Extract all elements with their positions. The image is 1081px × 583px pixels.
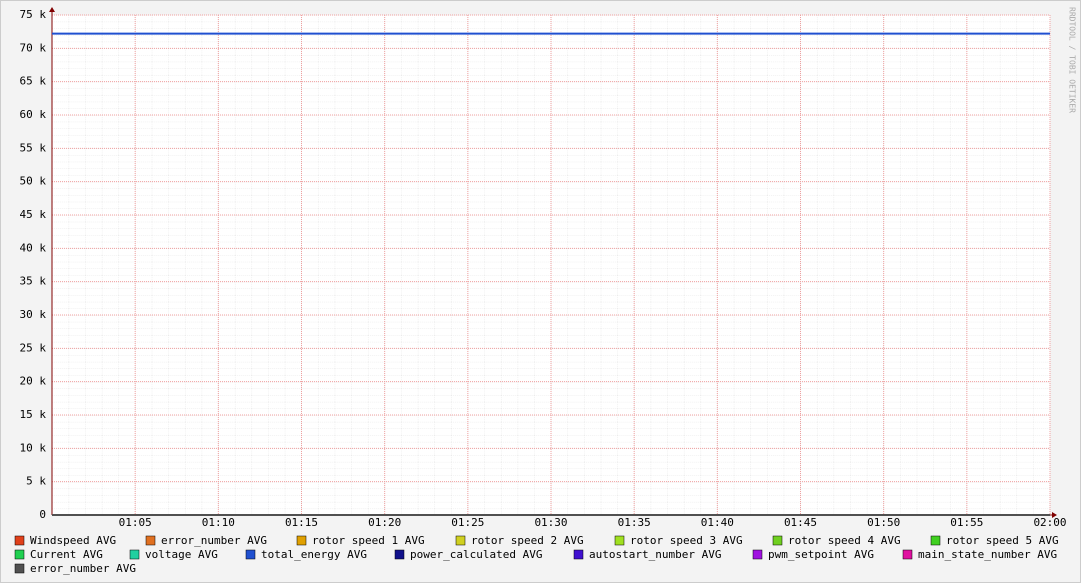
y-tick-label: 45 k <box>20 208 47 221</box>
axis-arrow <box>49 7 55 12</box>
x-tick-label: 01:45 <box>784 516 817 529</box>
legend-label: error_number AVG <box>30 562 136 575</box>
y-tick-label: 70 k <box>20 41 47 54</box>
y-tick-label: 25 k <box>20 341 47 354</box>
y-tick-label: 10 k <box>20 441 47 454</box>
legend-swatch <box>296 535 307 546</box>
x-tick-label: 01:20 <box>368 516 401 529</box>
legend-swatch <box>772 535 783 546</box>
legend-label: Current AVG <box>30 548 103 561</box>
legend-swatch <box>455 535 466 546</box>
legend-label: total_energy AVG <box>261 548 367 561</box>
legend-swatch <box>129 549 140 560</box>
legend-label: Windspeed AVG <box>30 534 116 547</box>
x-tick-label: 01:35 <box>618 516 651 529</box>
legend-label: rotor speed 2 AVG <box>471 534 584 547</box>
x-tick-label: 01:05 <box>119 516 152 529</box>
legend-label: main_state_number AVG <box>918 548 1057 561</box>
x-tick-label: 01:15 <box>285 516 318 529</box>
legend-swatch <box>394 549 405 560</box>
legend-swatch <box>14 535 25 546</box>
y-tick-label: 20 k <box>20 375 47 388</box>
legend-swatch <box>930 535 941 546</box>
legend-label: rotor speed 5 AVG <box>946 534 1059 547</box>
y-tick-label: 5 k <box>26 475 46 488</box>
legend-label: rotor speed 1 AVG <box>312 534 425 547</box>
y-tick-label: 40 k <box>20 241 47 254</box>
legend-swatch <box>902 549 913 560</box>
x-tick-label: 01:30 <box>534 516 567 529</box>
x-tick-label: 01:50 <box>867 516 900 529</box>
watermark: RRDTOOL / TOBI OETIKER <box>1068 7 1077 113</box>
legend-label: rotor speed 3 AVG <box>630 534 743 547</box>
legend-swatch <box>752 549 763 560</box>
y-tick-label: 55 k <box>20 141 47 154</box>
x-tick-label: 01:40 <box>701 516 734 529</box>
y-tick-label: 75 k <box>20 8 47 21</box>
y-tick-label: 15 k <box>20 408 47 421</box>
legend-swatch <box>245 549 256 560</box>
legend-label: error_number AVG <box>161 534 267 547</box>
legend-swatch <box>145 535 156 546</box>
y-tick-label: 60 k <box>20 108 47 121</box>
legend-label: rotor speed 4 AVG <box>788 534 901 547</box>
legend-label: power_calculated AVG <box>410 548 542 561</box>
legend-swatch <box>14 563 25 574</box>
x-tick-label: 01:55 <box>950 516 983 529</box>
y-tick-label: 65 k <box>20 75 47 88</box>
legend-swatch <box>614 535 625 546</box>
x-tick-label: 01:25 <box>451 516 484 529</box>
y-tick-label: 30 k <box>20 308 47 321</box>
axis-arrow <box>1052 512 1057 518</box>
legend-label: voltage AVG <box>145 548 218 561</box>
y-tick-label: 50 k <box>20 175 47 188</box>
y-tick-label: 0 <box>39 508 46 521</box>
x-tick-label: 02:00 <box>1033 516 1066 529</box>
y-tick-label: 35 k <box>20 275 47 288</box>
legend-swatch <box>573 549 584 560</box>
x-tick-label: 01:10 <box>202 516 235 529</box>
legend-swatch <box>14 549 25 560</box>
legend-label: autostart_number AVG <box>589 548 721 561</box>
legend-label: pwm_setpoint AVG <box>768 548 874 561</box>
